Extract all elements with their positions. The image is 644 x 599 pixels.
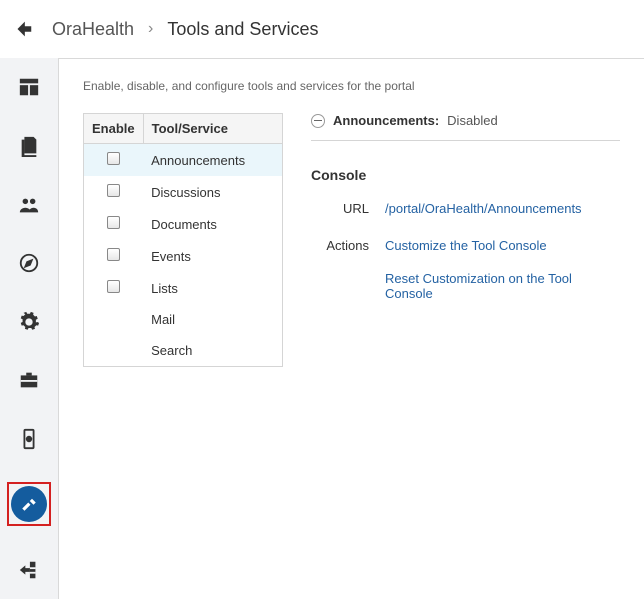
header: OraHealth › Tools and Services <box>0 0 644 58</box>
sidebar-item-dashboard[interactable] <box>7 72 51 103</box>
sidebar-item-device[interactable] <box>7 424 51 455</box>
enable-checkbox[interactable] <box>107 248 120 261</box>
tools-table: Enable Tool/Service AnnouncementsDiscuss… <box>83 113 283 367</box>
exit-icon <box>18 559 40 581</box>
breadcrumb-separator: › <box>148 20 153 38</box>
action-link[interactable]: Customize the Tool Console <box>385 238 620 253</box>
detail-title: Announcements: <box>333 113 439 128</box>
breadcrumb-root[interactable]: OraHealth <box>52 19 134 40</box>
gear-icon <box>18 311 40 333</box>
table-row[interactable]: Events <box>84 240 283 272</box>
table-row[interactable]: Documents <box>84 208 283 240</box>
tool-service-label: Events <box>143 240 282 272</box>
col-header-tool: Tool/Service <box>143 114 282 144</box>
hammer-icon <box>20 495 38 513</box>
actions-label: Actions <box>311 238 369 253</box>
sidebar-item-explore[interactable] <box>7 248 51 279</box>
enable-cell[interactable] <box>84 272 144 304</box>
details-panel: Announcements: Disabled Console URL /por… <box>311 113 620 367</box>
back-button[interactable] <box>12 18 34 40</box>
compass-icon <box>18 252 40 274</box>
tool-service-label: Search <box>143 335 282 367</box>
sidebar-item-tools[interactable] <box>7 482 51 526</box>
sidebar-item-exit[interactable] <box>7 554 51 585</box>
enable-checkbox[interactable] <box>107 152 120 165</box>
action-link[interactable]: Reset Customization on the Tool Console <box>385 271 620 301</box>
table-row[interactable]: Search <box>84 335 283 367</box>
enable-checkbox[interactable] <box>107 216 120 229</box>
page-description: Enable, disable, and configure tools and… <box>83 79 620 93</box>
enable-checkbox[interactable] <box>107 184 120 197</box>
tool-service-label: Lists <box>143 272 282 304</box>
col-header-enable: Enable <box>84 114 144 144</box>
table-row[interactable]: Lists <box>84 272 283 304</box>
console-heading: Console <box>311 167 620 183</box>
dashboard-icon <box>18 76 40 98</box>
table-row[interactable]: Mail <box>84 304 283 335</box>
tool-service-label: Announcements <box>143 144 282 177</box>
breadcrumb: OraHealth › Tools and Services <box>52 19 318 40</box>
sidebar-item-assets[interactable] <box>7 365 51 396</box>
tool-service-label: Mail <box>143 304 282 335</box>
enable-cell[interactable] <box>84 208 144 240</box>
enable-cell[interactable] <box>84 176 144 208</box>
breadcrumb-current: Tools and Services <box>167 19 318 40</box>
enable-cell[interactable] <box>84 144 144 177</box>
url-link[interactable]: /portal/OraHealth/Announcements <box>385 201 620 216</box>
detail-status: Disabled <box>447 113 498 128</box>
enable-cell[interactable] <box>84 240 144 272</box>
table-row[interactable]: Announcements <box>84 144 283 177</box>
url-label: URL <box>311 201 369 216</box>
table-row[interactable]: Discussions <box>84 176 283 208</box>
briefcase-icon <box>18 369 40 391</box>
enable-cell <box>84 335 144 367</box>
main-content: Enable, disable, and configure tools and… <box>58 58 644 599</box>
sidebar-item-people[interactable] <box>7 189 51 220</box>
people-icon <box>18 194 40 216</box>
pages-icon <box>18 135 40 157</box>
tool-service-label: Discussions <box>143 176 282 208</box>
collapse-icon[interactable] <box>311 114 325 128</box>
sidebar-item-pages[interactable] <box>7 131 51 162</box>
enable-cell <box>84 304 144 335</box>
device-icon <box>18 428 40 450</box>
sidebar-item-settings[interactable] <box>7 307 51 338</box>
enable-checkbox[interactable] <box>107 280 120 293</box>
sidebar <box>0 58 58 599</box>
tool-service-label: Documents <box>143 208 282 240</box>
back-arrow-icon <box>12 18 34 40</box>
